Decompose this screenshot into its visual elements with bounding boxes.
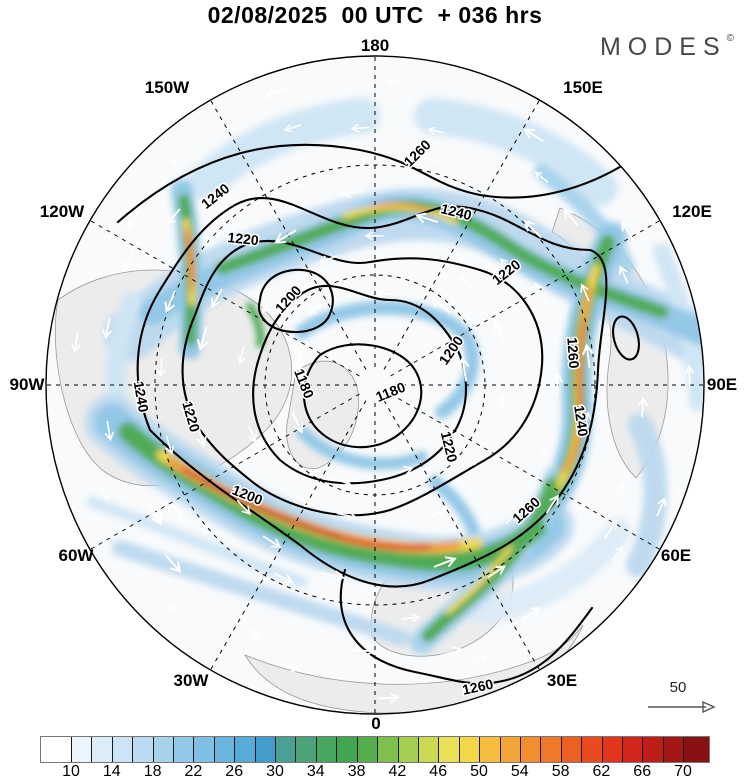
colorbar-tick: 18	[143, 763, 162, 780]
graticule-label-90W: 90W	[9, 375, 45, 394]
colorbar-cell	[642, 737, 663, 762]
colorbar-cell	[479, 737, 500, 762]
colorbar-tick: 58	[551, 763, 570, 780]
contour-label: 1220	[227, 229, 260, 248]
colorbar-cell	[560, 737, 582, 762]
colorbar-cell	[683, 737, 710, 762]
wind-speed-shading	[85, 98, 704, 654]
colorbar-tick: 70	[674, 763, 692, 780]
colorbar-cell	[234, 737, 255, 762]
colorbar-cell	[275, 737, 296, 762]
colorbar-cell	[336, 737, 357, 762]
colorbar-tick: 26	[225, 763, 244, 780]
colorbar-cell	[193, 737, 214, 762]
graticule-label-120W: 120W	[39, 202, 85, 221]
arrow-head-icon	[702, 700, 716, 714]
graticule-label-150W: 150W	[144, 78, 190, 97]
reference-arrow-label: 50	[670, 679, 687, 696]
graticule-label-90E: 90E	[706, 375, 738, 394]
colorbar-cell	[540, 737, 561, 762]
modes-logo-text: MODES	[599, 33, 727, 61]
colorbar-cell	[581, 737, 602, 762]
map-boundary	[45, 55, 705, 715]
colorbar-cell	[152, 737, 174, 762]
graticule-label-120E: 120E	[672, 202, 712, 221]
colorbar-cell	[417, 737, 439, 762]
graticule-label-60E: 60E	[660, 546, 692, 565]
colorbar-tick: 62	[592, 763, 611, 780]
colorbar-cell	[397, 737, 418, 762]
polar-map: 1240 1260 1240 1220 1220 1200 1200 1180 1180 1220…	[9, 36, 738, 733]
modes-logo: MODES©	[600, 33, 734, 62]
colorbar-cell	[458, 737, 480, 762]
colorbar-tick: 34	[306, 763, 325, 780]
graticule-label-150E: 150E	[563, 78, 603, 97]
colorbar-tick: 46	[429, 763, 448, 780]
colorbar-cell	[91, 737, 112, 762]
height-contours	[116, 143, 650, 685]
colorbar-cell	[621, 737, 643, 762]
colorbar-tick: 66	[633, 763, 652, 780]
graticule-label-180: 180	[360, 36, 390, 55]
contour-label: 1240	[571, 404, 591, 437]
colorbar-tick: 14	[102, 763, 121, 780]
colorbar-cell	[132, 737, 153, 762]
colorbar-tick: 38	[347, 763, 366, 780]
colorbar-cell	[438, 737, 459, 762]
colorbar-tick: 54	[510, 763, 529, 780]
colorbar-tick: 22	[184, 763, 203, 780]
graticule-label-30E: 30E	[546, 671, 578, 690]
colorbar-tick: 10	[62, 763, 80, 780]
colorbar-cell	[315, 737, 337, 762]
graticule-label-60W: 60W	[58, 546, 94, 565]
graticule-label-0: 0	[371, 714, 381, 733]
colorbar-tick: 50	[470, 763, 488, 780]
colorbar-cell	[499, 737, 520, 762]
colorbar-cell	[519, 737, 541, 762]
colorbar-cell	[213, 737, 235, 762]
reference-arrow: 50	[648, 679, 716, 714]
colorbar-cell	[295, 737, 316, 762]
graticule-label-30W: 30W	[173, 671, 209, 690]
colorbar-ticks: 10 14 18 22 26 30 34 38 42 46 50 54 58 62 66 70	[41, 763, 709, 782]
colorbar-cell	[662, 737, 684, 762]
colorbar-tick: 42	[388, 763, 407, 780]
colorbar-tick: 30	[266, 763, 284, 780]
colorbar-cell	[71, 737, 92, 762]
contour-label: 1260	[564, 337, 582, 369]
colorbar-cell	[111, 737, 133, 762]
colorbar-cell	[601, 737, 622, 762]
colorbar-cell	[377, 737, 398, 762]
colorbar-cell	[41, 737, 71, 762]
chart-title: 02/08/2025 00 UTC + 036 hrs	[207, 2, 543, 28]
colorbar-cell	[173, 737, 194, 762]
copyright-icon: ©	[726, 33, 734, 44]
colorbar-cell	[356, 737, 378, 762]
colorbar-cell	[254, 737, 276, 762]
colorbar	[40, 736, 710, 763]
